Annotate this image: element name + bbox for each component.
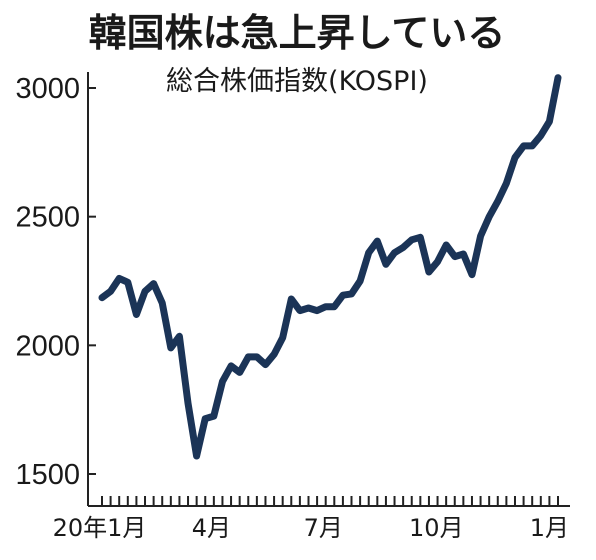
x-tick-label: 7月 xyxy=(304,514,343,542)
y-tick-label: 3000 xyxy=(15,73,80,105)
series-layer xyxy=(98,74,562,460)
x-tick-label: 4月 xyxy=(192,514,231,542)
x-tick-label: 10月 xyxy=(409,514,464,542)
x-tick-label: 20年1月 xyxy=(53,514,147,542)
y-axis-ticks: 1500 2000 2500 3000 xyxy=(15,73,96,491)
x-axis-ticks xyxy=(101,496,559,506)
x-axis-labels: 20年1月 4月 7月 10月 1月 xyxy=(53,514,569,542)
chart-subtitle: 総合株価指数(KOSPI) xyxy=(166,66,428,97)
y-tick-label: 1500 xyxy=(15,459,80,491)
chart-title: 韓国株は急上昇している xyxy=(89,11,506,55)
x-tick-label: 1月 xyxy=(530,514,569,542)
kospi-line xyxy=(98,74,562,460)
y-tick-label: 2500 xyxy=(15,202,80,234)
y-tick-label: 2000 xyxy=(15,330,80,362)
